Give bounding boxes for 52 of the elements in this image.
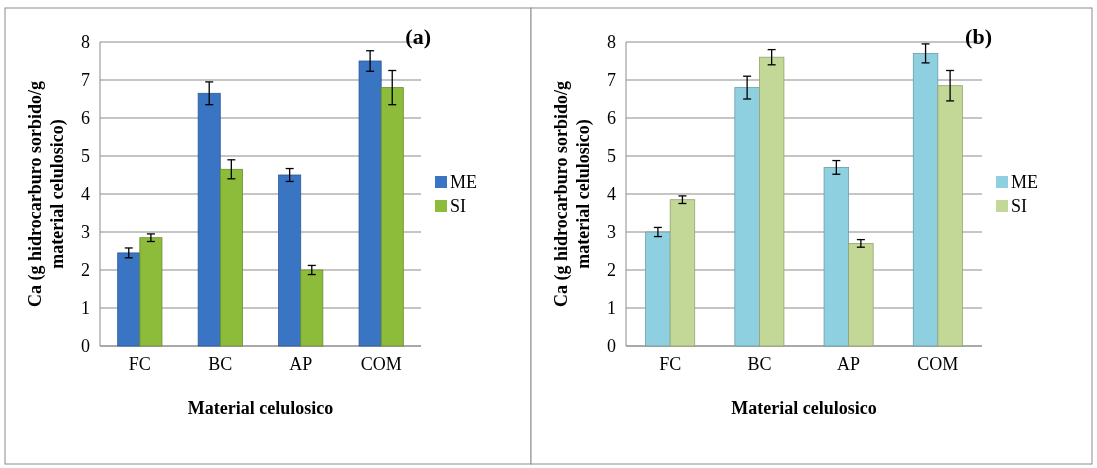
x-tick-label: COM [360, 354, 402, 374]
y-tick-label: 2 [81, 260, 90, 281]
y-tick-label: 0 [81, 336, 90, 357]
bar [848, 243, 874, 347]
x-tick-label: AP [837, 354, 861, 374]
bar [380, 87, 404, 347]
y-tick-label: 8 [607, 32, 616, 53]
y-tick-label: 8 [81, 32, 90, 53]
bar [912, 53, 939, 347]
y-axis-title: Ca (g hidrocarburo sorbido/g material celulosico) [25, 81, 68, 307]
chart-title: (a) [405, 24, 431, 49]
y-tick-label: 5 [607, 146, 616, 167]
y-tick-label: 3 [607, 222, 616, 243]
bar [300, 269, 324, 347]
y-tick-label: 7 [81, 70, 90, 91]
y-tick-label: 2 [607, 260, 616, 281]
y-tick-label: 4 [607, 184, 616, 205]
bar [139, 237, 163, 347]
bar [117, 252, 141, 347]
x-tick-label: FC [128, 354, 151, 374]
y-tick-label: 1 [81, 298, 90, 319]
legend-label: SI [1011, 196, 1028, 217]
y-tick-label: 6 [81, 108, 90, 129]
x-tick-label: AP [289, 354, 313, 374]
y-tick-label: 4 [81, 184, 90, 205]
bar [645, 231, 671, 347]
bar [937, 85, 963, 347]
y-tick-label: 6 [607, 108, 616, 129]
bar [358, 60, 382, 347]
legend-label: ME [1011, 172, 1038, 193]
x-axis-title: Material celulosico [731, 398, 877, 418]
bar [197, 92, 221, 347]
y-axis-title: Ca (g hidrocarburo sorbido/g material celulosico) [551, 81, 594, 307]
y-tick-label: 5 [81, 146, 90, 167]
x-tick-label: COM [917, 354, 959, 374]
x-tick-label: FC [659, 354, 682, 374]
y-tick-label: 7 [607, 70, 616, 91]
x-axis-title: Material celulosico [187, 398, 334, 418]
legend-label: SI [450, 196, 467, 217]
y-tick-label: 3 [81, 222, 90, 243]
y-tick-label: 1 [607, 298, 616, 319]
x-tick-label: BC [747, 354, 772, 374]
legend-label: ME [450, 172, 477, 193]
bar [734, 87, 760, 347]
bar [219, 168, 243, 347]
chart-title: (b) [965, 24, 992, 49]
bar [758, 56, 785, 347]
bar [669, 199, 696, 347]
y-tick-label: 0 [607, 336, 616, 357]
x-tick-label: BC [208, 354, 233, 374]
bar [823, 167, 850, 347]
bar [278, 174, 302, 347]
